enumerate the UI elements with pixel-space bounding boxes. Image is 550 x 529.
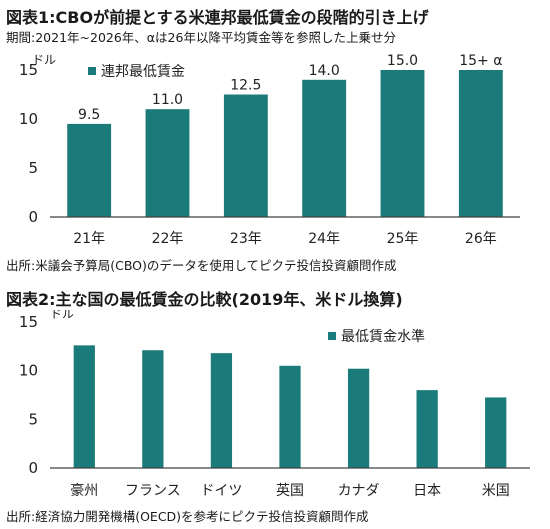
chart1-data-label: 11.0	[152, 92, 183, 108]
chart2-bar	[142, 350, 164, 468]
chart1-category-label: 24年	[308, 231, 340, 247]
chart2-category-label: フランス	[125, 483, 181, 499]
chart2-bar	[347, 368, 370, 468]
chart1-data-label: 15.0	[387, 53, 418, 69]
chart1-title: 図表1:CBOが前提とする米連邦最低賃金の段階的引き上げ	[6, 8, 429, 27]
chart1-data-label: 9.5	[78, 107, 100, 123]
chart1-legend-swatch	[88, 67, 96, 75]
chart2-ytick-label: 0	[28, 459, 38, 477]
chart2-category-label: ドイツ	[200, 483, 242, 499]
chart1-data-label: 15+ α	[459, 53, 502, 69]
chart1-legend-label: 連邦最低賃金	[101, 64, 185, 80]
chart2-bar	[485, 397, 507, 468]
chart1-category-label: 25年	[387, 231, 419, 247]
chart1-y-unit-label: ドル	[32, 53, 56, 67]
chart1-category-label: 21年	[73, 231, 105, 247]
chart1-ytick-label: 15	[19, 61, 38, 79]
chart1-subtitle: 期間:2021年~2026年、αは26年以降平均賃金等を参照した上乗せ分	[6, 30, 396, 45]
chart2-category-label: 英国	[276, 482, 304, 499]
chart2-category-label: カナダ	[338, 483, 380, 499]
chart1-ytick-label: 0	[28, 208, 38, 226]
chart2-legend-swatch	[328, 332, 336, 340]
chart2-title: 図表2:主な国の最低賃金の比較(2019年、米ドル換算)	[6, 290, 403, 309]
chart1-ytick-label: 5	[28, 159, 38, 177]
chart2-category-label: 豪州	[70, 483, 98, 499]
chart1-bar	[145, 109, 190, 217]
chart1-category-label: 22年	[152, 231, 184, 247]
chart1-category-label: 23年	[230, 231, 262, 247]
chart2-source: 出所:経済協力開発機構(OECD)を参考にピクテ投信投資顧問作成	[6, 509, 369, 524]
chart2-ytick-label: 10	[19, 362, 38, 380]
chart1-bar	[67, 123, 112, 217]
chart2-ytick-label: 15	[19, 313, 38, 331]
chart1-source: 出所:米議会予算局(CBO)のデータを使用してピクテ投信投資顧問作成	[6, 258, 397, 273]
chart1-bar	[302, 79, 347, 217]
chart2-bar	[279, 365, 301, 468]
chart2-y-unit-label: ドル	[50, 310, 74, 321]
chart2-category-label: 米国	[482, 483, 510, 499]
chart1-category-label: 26年	[465, 231, 497, 247]
chart2-bar	[210, 353, 233, 468]
chart2-ytick-label: 5	[28, 410, 38, 428]
chart1-bar	[458, 70, 503, 217]
chart1-bar	[223, 94, 268, 217]
chart1-ytick-label: 10	[19, 110, 38, 128]
chart2-bar	[416, 390, 438, 468]
chart1-bar	[380, 70, 425, 217]
chart1-data-label: 14.0	[309, 63, 340, 79]
chart1-data-label: 12.5	[230, 78, 261, 94]
chart2-category-label: 日本	[413, 483, 441, 499]
chart2-legend-label: 最低賃金水準	[341, 329, 425, 345]
chart2-bar	[73, 345, 95, 468]
